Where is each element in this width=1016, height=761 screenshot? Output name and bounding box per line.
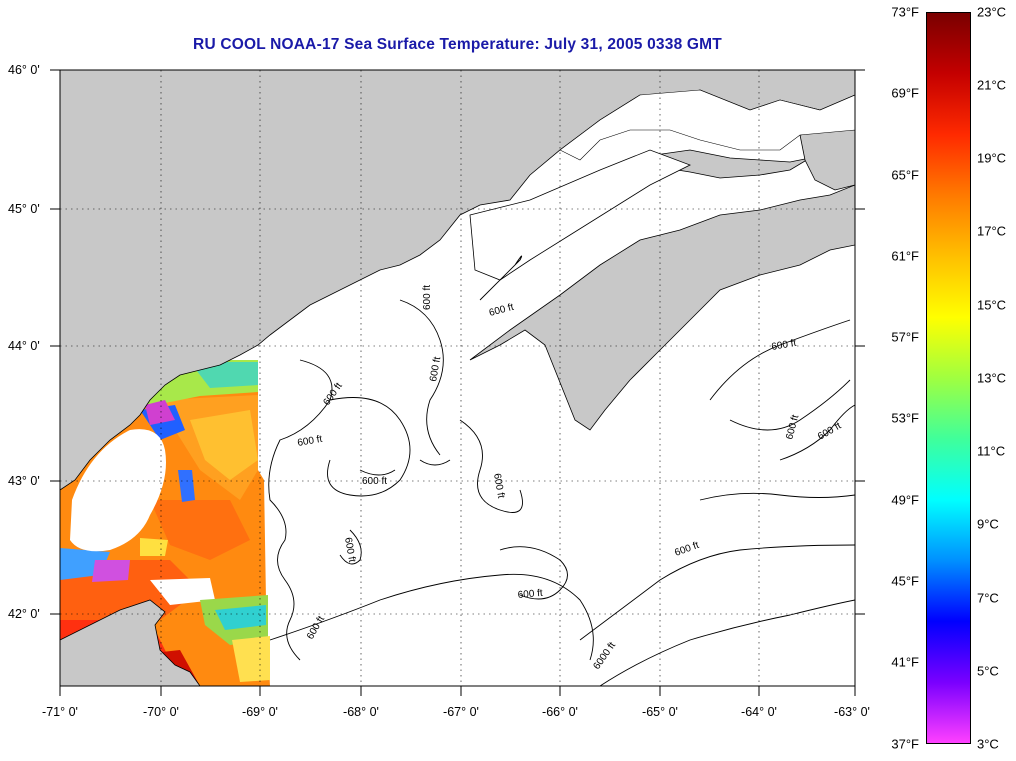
contour-label: 600 ft xyxy=(342,537,357,564)
colorbar-fahrenheit-label: 73°F xyxy=(891,4,919,20)
contour-label: 600 ft xyxy=(517,588,543,601)
latitude-label: 45° 0' xyxy=(8,202,40,216)
colorbar-celsius-label: 19°C xyxy=(977,150,1007,166)
colorbar-fahrenheit-label: 53°F xyxy=(891,410,919,426)
colorbar-celsius-label: 17°C xyxy=(977,223,1007,239)
colorbar-fahrenheit-label: 69°F xyxy=(891,85,919,101)
longitude-label: -64° 0' xyxy=(741,705,777,719)
longitude-label: -71° 0' xyxy=(42,705,78,719)
map-title: RU COOL NOAA-17 Sea Surface Temperature:… xyxy=(193,36,722,53)
latitude-label: 43° 0' xyxy=(8,474,40,488)
longitude-label: -63° 0' xyxy=(834,705,870,719)
colorbar-celsius-label: 11°C xyxy=(977,443,1006,459)
longitude-label: -67° 0' xyxy=(443,705,479,719)
latitude-label: 42° 0' xyxy=(8,607,40,621)
colorbar-fahrenheit-label: 57°F xyxy=(891,329,919,345)
contour-label: 600 ft xyxy=(771,338,798,353)
longitude-label: -69° 0' xyxy=(242,705,278,719)
contour-label: 600 ft xyxy=(491,473,506,500)
colorbar-fahrenheit-label: 41°F xyxy=(891,654,919,670)
colorbar-celsius-label: 7°C xyxy=(977,590,999,606)
colorbar-celsius-label: 5°C xyxy=(977,663,999,679)
bathymetry-contours xyxy=(268,255,855,686)
contour-label: 600 ft xyxy=(428,356,443,383)
colorbar-fahrenheit-label: 49°F xyxy=(891,492,919,508)
contour-label: 600 ft xyxy=(297,434,324,449)
colorbar-fahrenheit-label: 65°F xyxy=(891,167,919,183)
contour-label: 600 ft xyxy=(362,476,387,487)
latitude-label: 46° 0' xyxy=(8,63,40,77)
longitude-label: -66° 0' xyxy=(542,705,578,719)
colorbar-celsius-label: 3°C xyxy=(977,736,999,752)
colorbar-celsius-label: 15°C xyxy=(977,297,1007,313)
longitude-label: -65° 0' xyxy=(642,705,678,719)
map-frame xyxy=(59,69,856,687)
contour-label: 600 ft xyxy=(422,285,433,310)
longitude-label: -70° 0' xyxy=(143,705,179,719)
graticule xyxy=(60,70,855,686)
colorbar-celsius-label: 23°C xyxy=(977,4,1007,20)
colorbar-celsius-label: 21°C xyxy=(977,77,1007,93)
latitude-label: 44° 0' xyxy=(8,339,40,353)
temperature-colorbar xyxy=(926,12,971,744)
colorbar-fahrenheit-label: 45°F xyxy=(891,573,919,589)
no-data-area xyxy=(70,429,166,552)
axis-ticks xyxy=(50,69,865,696)
colorbar-celsius-label: 13°C xyxy=(977,370,1007,386)
colorbar-fahrenheit-label: 37°F xyxy=(891,736,919,752)
colorbar-celsius-label: 9°C xyxy=(977,516,999,532)
colorbar-fahrenheit-label: 61°F xyxy=(891,248,919,264)
longitude-label: -68° 0' xyxy=(343,705,379,719)
